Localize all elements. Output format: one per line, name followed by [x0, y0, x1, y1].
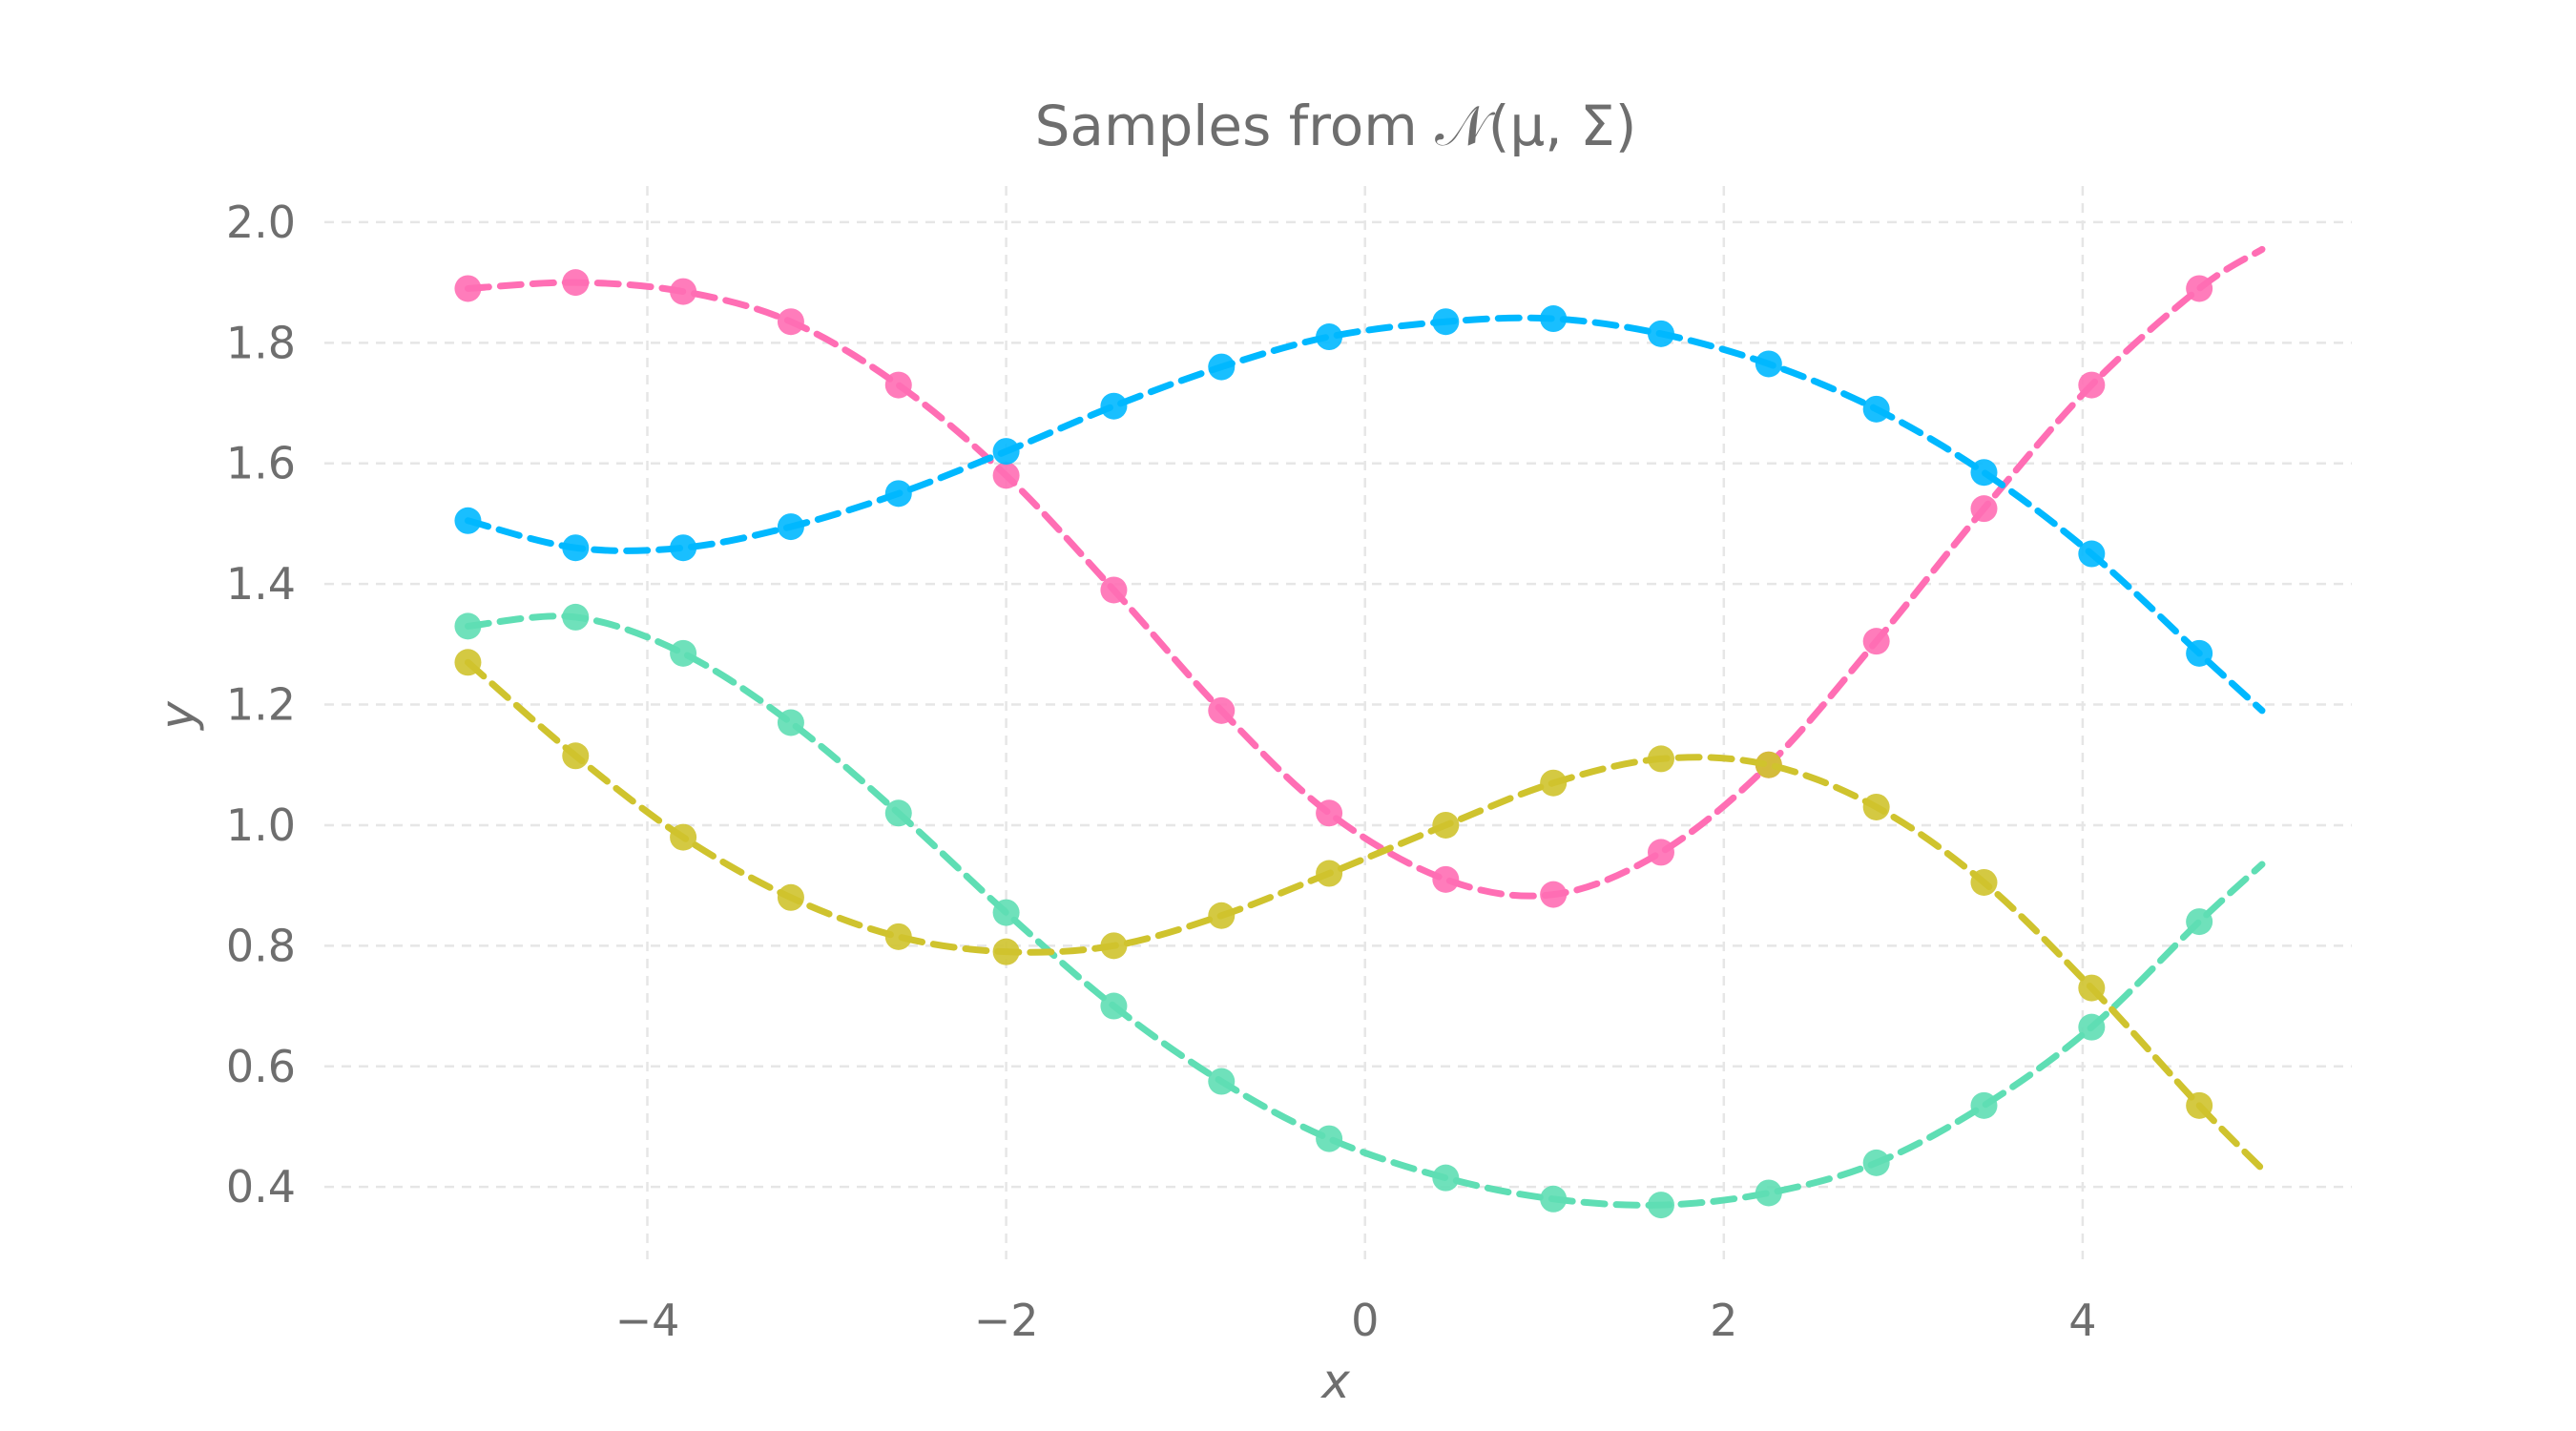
- series-point: [1970, 459, 1998, 487]
- series-point: [777, 709, 804, 736]
- series-2: [454, 305, 2266, 715]
- series-point: [670, 278, 697, 305]
- series-point: [1862, 628, 1890, 655]
- series-point: [1540, 769, 1568, 797]
- series-point: [777, 883, 804, 911]
- series-point: [1647, 1192, 1674, 1219]
- series-point: [1100, 992, 1128, 1020]
- series-point: [454, 612, 482, 640]
- y-tick-label: 1.8: [226, 317, 296, 368]
- series-point: [884, 480, 912, 508]
- series-point: [1970, 495, 1998, 523]
- series-point: [1100, 392, 1128, 420]
- series-point: [992, 462, 1020, 489]
- series-point: [1100, 932, 1128, 960]
- series-point: [454, 649, 482, 676]
- series-point: [1755, 1179, 1782, 1207]
- series-point: [1208, 353, 1236, 381]
- series-3: [454, 603, 2266, 1219]
- y-tick-label: 1.0: [226, 799, 296, 851]
- series-point: [884, 923, 912, 950]
- y-tick-label: 0.4: [226, 1161, 296, 1213]
- series-4: [454, 649, 2266, 1172]
- series-point: [1316, 799, 1343, 827]
- series-point: [1540, 881, 1568, 908]
- y-tick-label: 2.0: [226, 197, 296, 248]
- series-point: [2186, 275, 2213, 302]
- series-point: [2186, 1091, 2213, 1119]
- chart-title: Samples from 𝒩(μ, Σ): [1035, 93, 1637, 158]
- series-point: [1540, 305, 1568, 333]
- series-point: [1970, 868, 1998, 896]
- x-tick-label: −2: [974, 1295, 1039, 1346]
- series-point: [1208, 1068, 1236, 1095]
- series-point: [1432, 865, 1460, 893]
- series-point: [1862, 395, 1890, 423]
- y-tick-label: 1.6: [226, 438, 296, 489]
- series-point: [1862, 1149, 1890, 1176]
- series-point: [884, 371, 912, 399]
- series-point: [1647, 745, 1674, 773]
- series-point: [2078, 974, 2106, 1002]
- y-tick-label: 0.8: [226, 920, 296, 971]
- series-point: [992, 438, 1020, 466]
- series-point: [992, 938, 1020, 965]
- series-point: [1316, 323, 1343, 351]
- y-tick-label: 1.2: [226, 679, 296, 731]
- series-point: [1647, 839, 1674, 866]
- series-point: [1755, 350, 1782, 378]
- y-tick-label: 0.6: [226, 1041, 296, 1092]
- series-point: [1208, 902, 1236, 929]
- series-point: [1316, 860, 1343, 887]
- series-point: [1432, 1164, 1460, 1192]
- series-point: [884, 799, 912, 827]
- series-point: [1208, 696, 1236, 724]
- tick-layer: −4 −2 0 2 4 0.4 0.6 0.8 1.0 1.2 1.4 1.6 1.8 2.0: [226, 197, 2097, 1346]
- series-point: [2078, 1013, 2106, 1041]
- series-point: [562, 603, 590, 631]
- series-line: [464, 658, 2266, 1172]
- series-point: [1316, 1125, 1343, 1152]
- series-point: [562, 534, 590, 562]
- series-point: [2078, 371, 2106, 399]
- series-point: [2078, 540, 2106, 568]
- series-point: [454, 275, 482, 302]
- x-tick-label: 0: [1351, 1295, 1379, 1346]
- y-axis-label: y: [150, 700, 205, 732]
- series-layer: [454, 245, 2266, 1219]
- series-point: [562, 269, 590, 297]
- x-tick-label: −4: [615, 1295, 680, 1346]
- series-point: [1647, 320, 1674, 347]
- x-tick-label: 2: [1710, 1295, 1737, 1346]
- series-point: [454, 507, 482, 534]
- series-point: [670, 534, 697, 562]
- series-point: [1432, 811, 1460, 839]
- x-axis-label: x: [1319, 1354, 1350, 1409]
- series-point: [1432, 308, 1460, 336]
- grid: [324, 186, 2352, 1259]
- series-point: [670, 823, 697, 851]
- series-point: [1100, 576, 1128, 604]
- series-point: [1862, 793, 1890, 820]
- series-point: [1755, 751, 1782, 778]
- series-point: [992, 899, 1020, 926]
- series-point: [777, 513, 804, 541]
- series-point: [1970, 1091, 1998, 1119]
- series-point: [777, 308, 804, 336]
- series-point: [1540, 1185, 1568, 1213]
- series-point: [2186, 908, 2213, 936]
- series-point: [562, 742, 590, 770]
- series-point: [670, 639, 697, 667]
- series-1: [454, 245, 2266, 908]
- x-tick-label: 4: [2068, 1295, 2096, 1346]
- y-tick-label: 1.4: [226, 558, 296, 610]
- series-point: [2186, 639, 2213, 667]
